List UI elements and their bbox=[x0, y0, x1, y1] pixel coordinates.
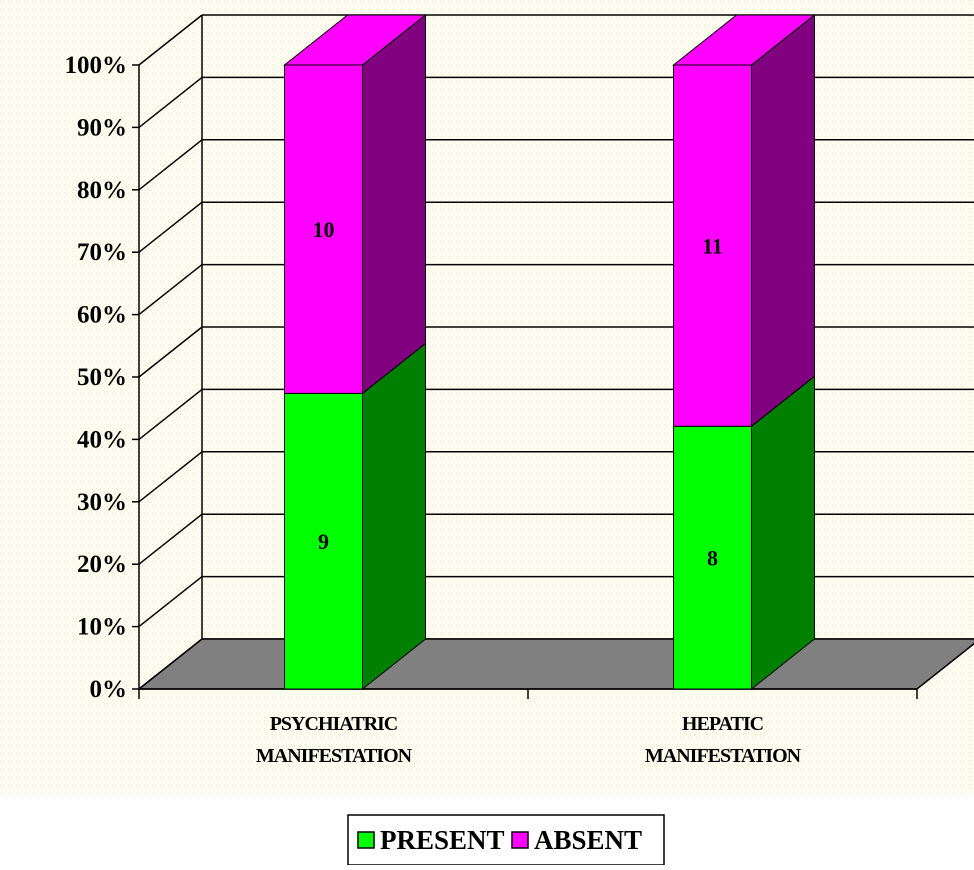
x-category-label: MANIFESTATION bbox=[645, 745, 802, 767]
gridline-side bbox=[138, 326, 203, 378]
chart-floor bbox=[136, 638, 974, 690]
y-tick-label: 80% bbox=[77, 177, 127, 204]
legend-label: ABSENT bbox=[534, 825, 642, 855]
gridline-side bbox=[138, 14, 203, 66]
legend-swatch bbox=[511, 831, 529, 849]
bar-segment bbox=[284, 392, 363, 690]
bar-top bbox=[283, 14, 427, 66]
data-label: 11 bbox=[702, 234, 723, 259]
bar-segment bbox=[673, 425, 752, 690]
y-tick-label: 60% bbox=[77, 302, 127, 329]
gridline-side bbox=[138, 264, 203, 316]
gridline-side bbox=[138, 451, 203, 503]
y-tick-label: 20% bbox=[77, 551, 127, 578]
bar-segment bbox=[284, 64, 363, 394]
data-label: 10 bbox=[313, 217, 335, 242]
bar-segment bbox=[673, 64, 752, 427]
y-tick-label: 0% bbox=[90, 676, 128, 703]
bar-segment-side bbox=[362, 13, 426, 395]
bar-segment-side bbox=[362, 342, 426, 691]
data-label: 8 bbox=[707, 546, 718, 571]
data-label: 9 bbox=[318, 529, 329, 554]
gridline-side bbox=[138, 139, 203, 191]
y-tick-label: 40% bbox=[77, 426, 127, 453]
y-tick-label: 50% bbox=[77, 364, 127, 391]
y-tick-label: 100% bbox=[65, 52, 128, 79]
legend-swatch bbox=[357, 831, 375, 849]
x-category-label: MANIFESTATION bbox=[256, 745, 413, 767]
y-tick-label: 70% bbox=[77, 239, 127, 266]
gridline-side bbox=[138, 76, 203, 128]
gridline-side bbox=[138, 201, 203, 253]
bar-segment-side bbox=[751, 13, 815, 428]
x-category-label: PSYCHIATRIC bbox=[270, 713, 398, 735]
y-tick-label: 90% bbox=[77, 114, 127, 141]
gridline-side bbox=[138, 388, 203, 440]
x-category-label: HEPATIC bbox=[682, 713, 763, 735]
legend-label: PRESENT bbox=[380, 825, 505, 855]
y-tick-label: 10% bbox=[77, 614, 127, 641]
legend-box bbox=[347, 814, 665, 866]
y-tick-label: 30% bbox=[77, 489, 127, 516]
bar-top bbox=[672, 14, 816, 66]
gridline-side bbox=[138, 513, 203, 565]
bar-segment-side bbox=[751, 375, 815, 691]
gridline-side bbox=[138, 576, 203, 628]
